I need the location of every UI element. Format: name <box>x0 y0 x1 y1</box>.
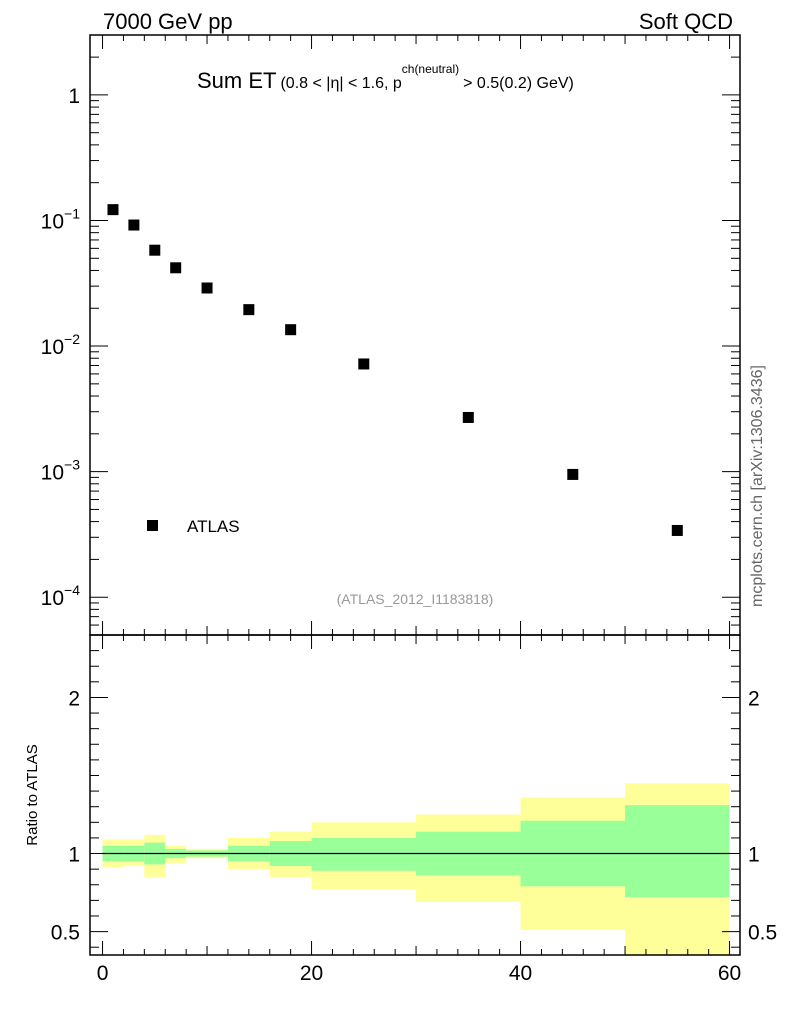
main-ytick-label: 10−2 <box>41 331 81 359</box>
data-point <box>170 262 182 274</box>
ratio-ytick-label-left: 2 <box>68 687 80 710</box>
ratio-ticks: 0.5 0.51 12 20 20 40 60 <box>51 635 777 985</box>
ratio-ytick-label-left: 0.5 <box>51 922 80 945</box>
data-point <box>201 282 213 294</box>
plot-title: Sum ET (0.8 < |η| < 1.6, pch(neutral) > 0.… <box>197 62 574 93</box>
data-point <box>285 324 297 336</box>
main-ticks: 1 10−1 10−2 10−3 10−4 <box>41 34 740 636</box>
data-point <box>358 358 370 370</box>
ratio-ytick-label-left: 1 <box>68 844 80 867</box>
ratio-band-inner <box>625 805 730 898</box>
header-right: Soft QCD <box>639 9 733 34</box>
main-frame <box>89 34 741 636</box>
data-point <box>462 411 474 423</box>
title-cut-open: (0.8 < | <box>280 75 330 92</box>
main-ytick-label: 1 <box>68 85 80 108</box>
xtick-label: 60 <box>718 962 741 985</box>
ratio-ytick-label-right: 1 <box>748 844 760 867</box>
main-ytick-label: 10−3 <box>41 457 81 485</box>
ratio-band-inner <box>311 837 417 871</box>
data-point <box>671 524 683 536</box>
title-sup: ch(neutral) <box>402 62 459 76</box>
data-point <box>149 244 161 256</box>
xtick-label: 20 <box>300 962 323 985</box>
legend-marker <box>147 520 158 531</box>
ratio-ylabel: Ratio to ATLAS <box>24 744 41 845</box>
ratio-bands <box>102 783 730 955</box>
ratio-frame <box>89 634 741 956</box>
ratio-ytick-label-right: 2 <box>748 687 760 710</box>
data-point <box>128 219 140 231</box>
title-eta: η <box>330 75 339 92</box>
main-ytick-label: 10−1 <box>41 205 81 233</box>
data-point <box>107 204 119 216</box>
title-main: Sum ET <box>197 68 276 93</box>
xtick-label: 40 <box>509 962 532 985</box>
ratio-ytick-label-right: 0.5 <box>748 922 777 945</box>
data-point <box>567 468 579 480</box>
xtick-label: 0 <box>97 962 109 985</box>
main-ytick-label: 10−4 <box>41 582 81 610</box>
header-left: 7000 GeV pp <box>103 9 233 34</box>
title-cut-end: > 0.5(0.2) GeV) <box>463 75 574 92</box>
legend-label: ATLAS <box>187 517 240 536</box>
ref-label: (ATLAS_2012_I1183818) <box>337 591 494 607</box>
title-cut-mid: | < 1.6, p <box>339 75 402 92</box>
side-label: mcplots.cern.ch [arXiv:1306.3436] <box>749 365 766 607</box>
main-data-points <box>107 204 683 536</box>
data-point <box>243 304 255 316</box>
